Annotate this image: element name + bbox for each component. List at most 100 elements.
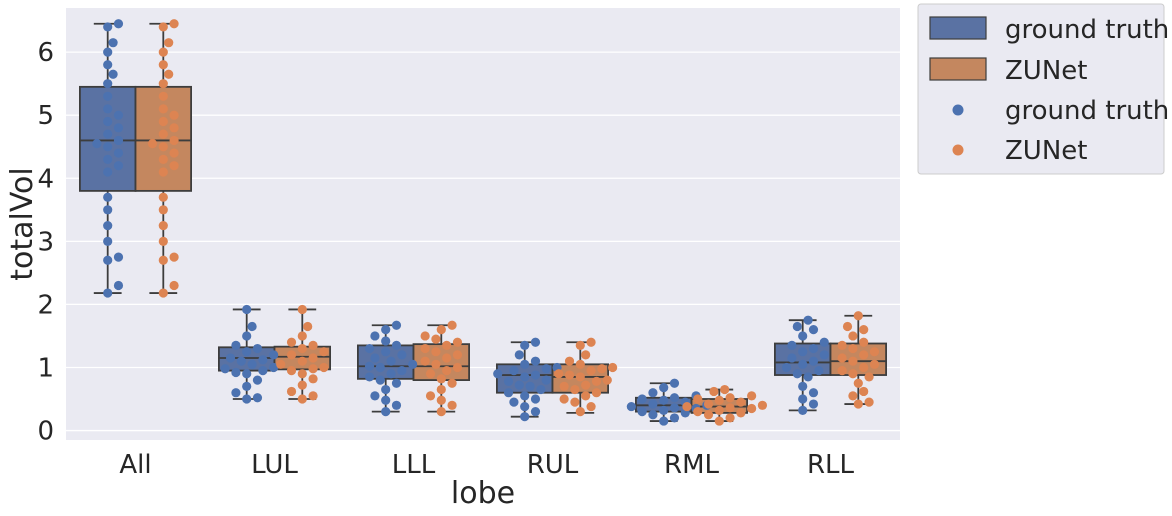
point-all-zunet-22	[164, 69, 174, 79]
point-rul-ground-truth-5	[520, 391, 530, 401]
point-all-zunet-12	[158, 142, 168, 152]
point-lul-ground-truth-17	[231, 340, 241, 351]
point-rul-zunet-6	[570, 384, 580, 395]
point-rul-ground-truth-13	[530, 370, 541, 380]
x-tick-label-rll: RLL	[807, 450, 855, 480]
grid-lines	[66, 51, 900, 432]
point-lul-ground-truth-12	[258, 355, 268, 365]
point-lul-ground-truth-18	[242, 331, 252, 341]
point-all-zunet-24	[158, 47, 168, 57]
point-lll-ground-truth-12	[408, 359, 418, 369]
point-rml-zunet-14	[725, 393, 735, 403]
point-rul-zunet-1	[586, 401, 596, 412]
point-all-ground-truth-13	[92, 138, 102, 149]
point-all-ground-truth-19	[103, 104, 113, 114]
point-lll-zunet-6	[436, 374, 446, 384]
point-rml-ground-truth-10	[648, 399, 658, 409]
point-all-ground-truth-20	[103, 91, 113, 101]
point-rll-zunet-17	[848, 331, 858, 341]
point-lul-zunet-0	[297, 394, 307, 404]
point-lll-zunet-2	[436, 395, 446, 405]
point-all-zunet-7	[158, 192, 168, 202]
point-lll-ground-truth-5	[391, 378, 402, 388]
x-tick-labels: All LUL LLL RUL RML RLL	[119, 450, 854, 480]
point-rml-ground-truth-5	[659, 405, 669, 415]
point-rll-ground-truth-5	[803, 372, 813, 382]
point-lll-ground-truth-6	[375, 375, 385, 385]
point-rll-ground-truth-18	[808, 325, 819, 335]
point-rll-zunet-15	[837, 340, 847, 351]
point-rll-zunet-9	[869, 359, 880, 369]
point-rul-zunet-21	[586, 337, 596, 347]
point-rll-zunet-20	[853, 311, 863, 321]
point-lul-zunet-1	[308, 391, 318, 401]
point-lll-zunet-1	[447, 400, 457, 410]
point-all-zunet-10	[158, 154, 168, 164]
point-all-ground-truth-24	[103, 47, 113, 57]
point-rul-zunet-3	[559, 394, 569, 404]
point-rml-zunet-9	[757, 400, 768, 410]
point-all-zunet-26	[158, 22, 168, 32]
point-rll-ground-truth-12	[819, 350, 829, 360]
point-lul-zunet-7	[308, 364, 318, 374]
point-rll-ground-truth-20	[803, 315, 813, 325]
point-rml-zunet-15	[747, 391, 757, 401]
point-rll-zunet-6	[848, 369, 858, 379]
point-all-zunet-13	[147, 138, 158, 149]
point-all-ground-truth-8	[103, 167, 113, 177]
point-rml-zunet-16	[709, 386, 719, 397]
point-all-ground-truth-16	[113, 123, 124, 133]
y-tick-label-2: 2	[37, 290, 54, 320]
point-rul-ground-truth-14	[493, 369, 503, 379]
point-lll-ground-truth-16	[381, 347, 391, 357]
point-rml-ground-truth-1	[669, 413, 680, 423]
point-all-zunet-9	[169, 161, 179, 171]
point-rml-ground-truth-2	[648, 410, 658, 420]
point-rul-zunet-13	[554, 369, 564, 379]
point-all-zunet-14	[169, 135, 179, 146]
point-lul-ground-truth-20	[242, 304, 252, 315]
point-lll-zunet-19	[420, 331, 430, 341]
legend-frame	[917, 3, 1165, 175]
point-all-ground-truth-2	[103, 255, 113, 265]
point-lll-zunet-20	[436, 325, 446, 335]
point-all-zunet-17	[158, 116, 168, 127]
point-lul-ground-truth-5	[242, 369, 252, 379]
x-tick-label-all: All	[119, 450, 151, 480]
point-lll-ground-truth-18	[391, 340, 402, 351]
point-rml-ground-truth-17	[659, 383, 669, 393]
point-lll-ground-truth-3	[370, 391, 380, 401]
point-rll-ground-truth-9	[798, 359, 808, 369]
point-lll-ground-truth-7	[364, 372, 375, 382]
point-lul-ground-truth-16	[252, 343, 263, 354]
point-rll-zunet-11	[837, 353, 847, 363]
point-rll-zunet-7	[837, 366, 847, 376]
point-rll-ground-truth-10	[808, 356, 819, 366]
points-layer	[92, 19, 880, 426]
point-lul-ground-truth-15	[242, 347, 252, 357]
point-all-ground-truth-26	[103, 22, 113, 32]
point-rll-ground-truth-6	[792, 369, 802, 379]
point-lul-zunet-14	[297, 343, 307, 354]
point-rll-zunet-0	[853, 399, 863, 409]
point-rul-ground-truth-9	[514, 380, 524, 390]
point-lul-ground-truth-13	[225, 353, 236, 363]
point-lul-ground-truth-8	[220, 364, 230, 374]
point-all-ground-truth-5	[103, 220, 113, 231]
point-all-ground-truth-11	[113, 148, 124, 158]
point-rll-zunet-16	[859, 337, 869, 347]
point-lll-zunet-18	[431, 334, 441, 344]
point-lll-zunet-5	[447, 378, 457, 388]
point-rml-zunet-5	[714, 405, 724, 415]
point-all-zunet-21	[158, 79, 168, 89]
point-lll-zunet-14	[431, 347, 441, 357]
point-rul-zunet-14	[586, 366, 596, 376]
point-all-zunet-15	[158, 129, 168, 139]
point-rml-zunet-4	[693, 407, 703, 417]
y-tick-label-4: 4	[37, 164, 54, 194]
point-lul-ground-truth-1	[252, 393, 263, 403]
point-lul-zunet-3	[297, 380, 307, 390]
point-all-zunet-27	[169, 19, 179, 29]
y-axis-label: totalVol	[5, 167, 40, 280]
point-lul-ground-truth-14	[269, 350, 279, 360]
